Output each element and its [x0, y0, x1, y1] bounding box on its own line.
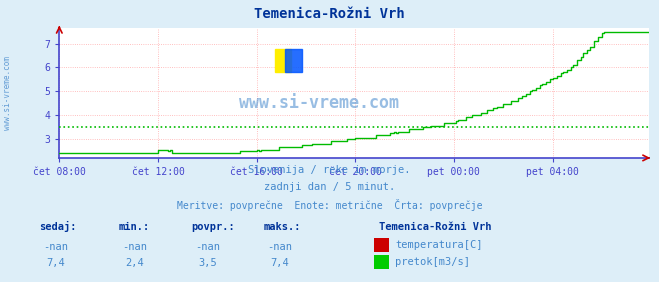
Text: sedaj:: sedaj:	[40, 221, 77, 232]
Bar	[275, 49, 291, 72]
Text: maks.:: maks.:	[264, 222, 301, 232]
Text: www.si-vreme.com: www.si-vreme.com	[239, 94, 399, 113]
Text: zadnji dan / 5 minut.: zadnji dan / 5 minut.	[264, 182, 395, 192]
Text: pretok[m3/s]: pretok[m3/s]	[395, 257, 471, 267]
Text: 7,4: 7,4	[271, 259, 289, 268]
Text: -nan: -nan	[123, 242, 148, 252]
Text: 7,4: 7,4	[47, 259, 65, 268]
Bar	[285, 49, 302, 72]
Text: 3,5: 3,5	[198, 259, 217, 268]
Text: Temenica-Rožni Vrh: Temenica-Rožni Vrh	[254, 7, 405, 21]
Text: povpr.:: povpr.:	[191, 222, 235, 232]
Text: temperatura[C]: temperatura[C]	[395, 240, 483, 250]
Text: min.:: min.:	[119, 222, 150, 232]
Text: Slovenija / reke in morje.: Slovenija / reke in morje.	[248, 165, 411, 175]
Text: 2,4: 2,4	[126, 259, 144, 268]
Text: Temenica-Rožni Vrh: Temenica-Rožni Vrh	[379, 222, 492, 232]
Text: www.si-vreme.com: www.si-vreme.com	[3, 56, 13, 130]
Text: -nan: -nan	[268, 242, 293, 252]
Text: Meritve: povprečne  Enote: metrične  Črta: povprečje: Meritve: povprečne Enote: metrične Črta:…	[177, 199, 482, 211]
Text: -nan: -nan	[43, 242, 69, 252]
Text: -nan: -nan	[195, 242, 220, 252]
